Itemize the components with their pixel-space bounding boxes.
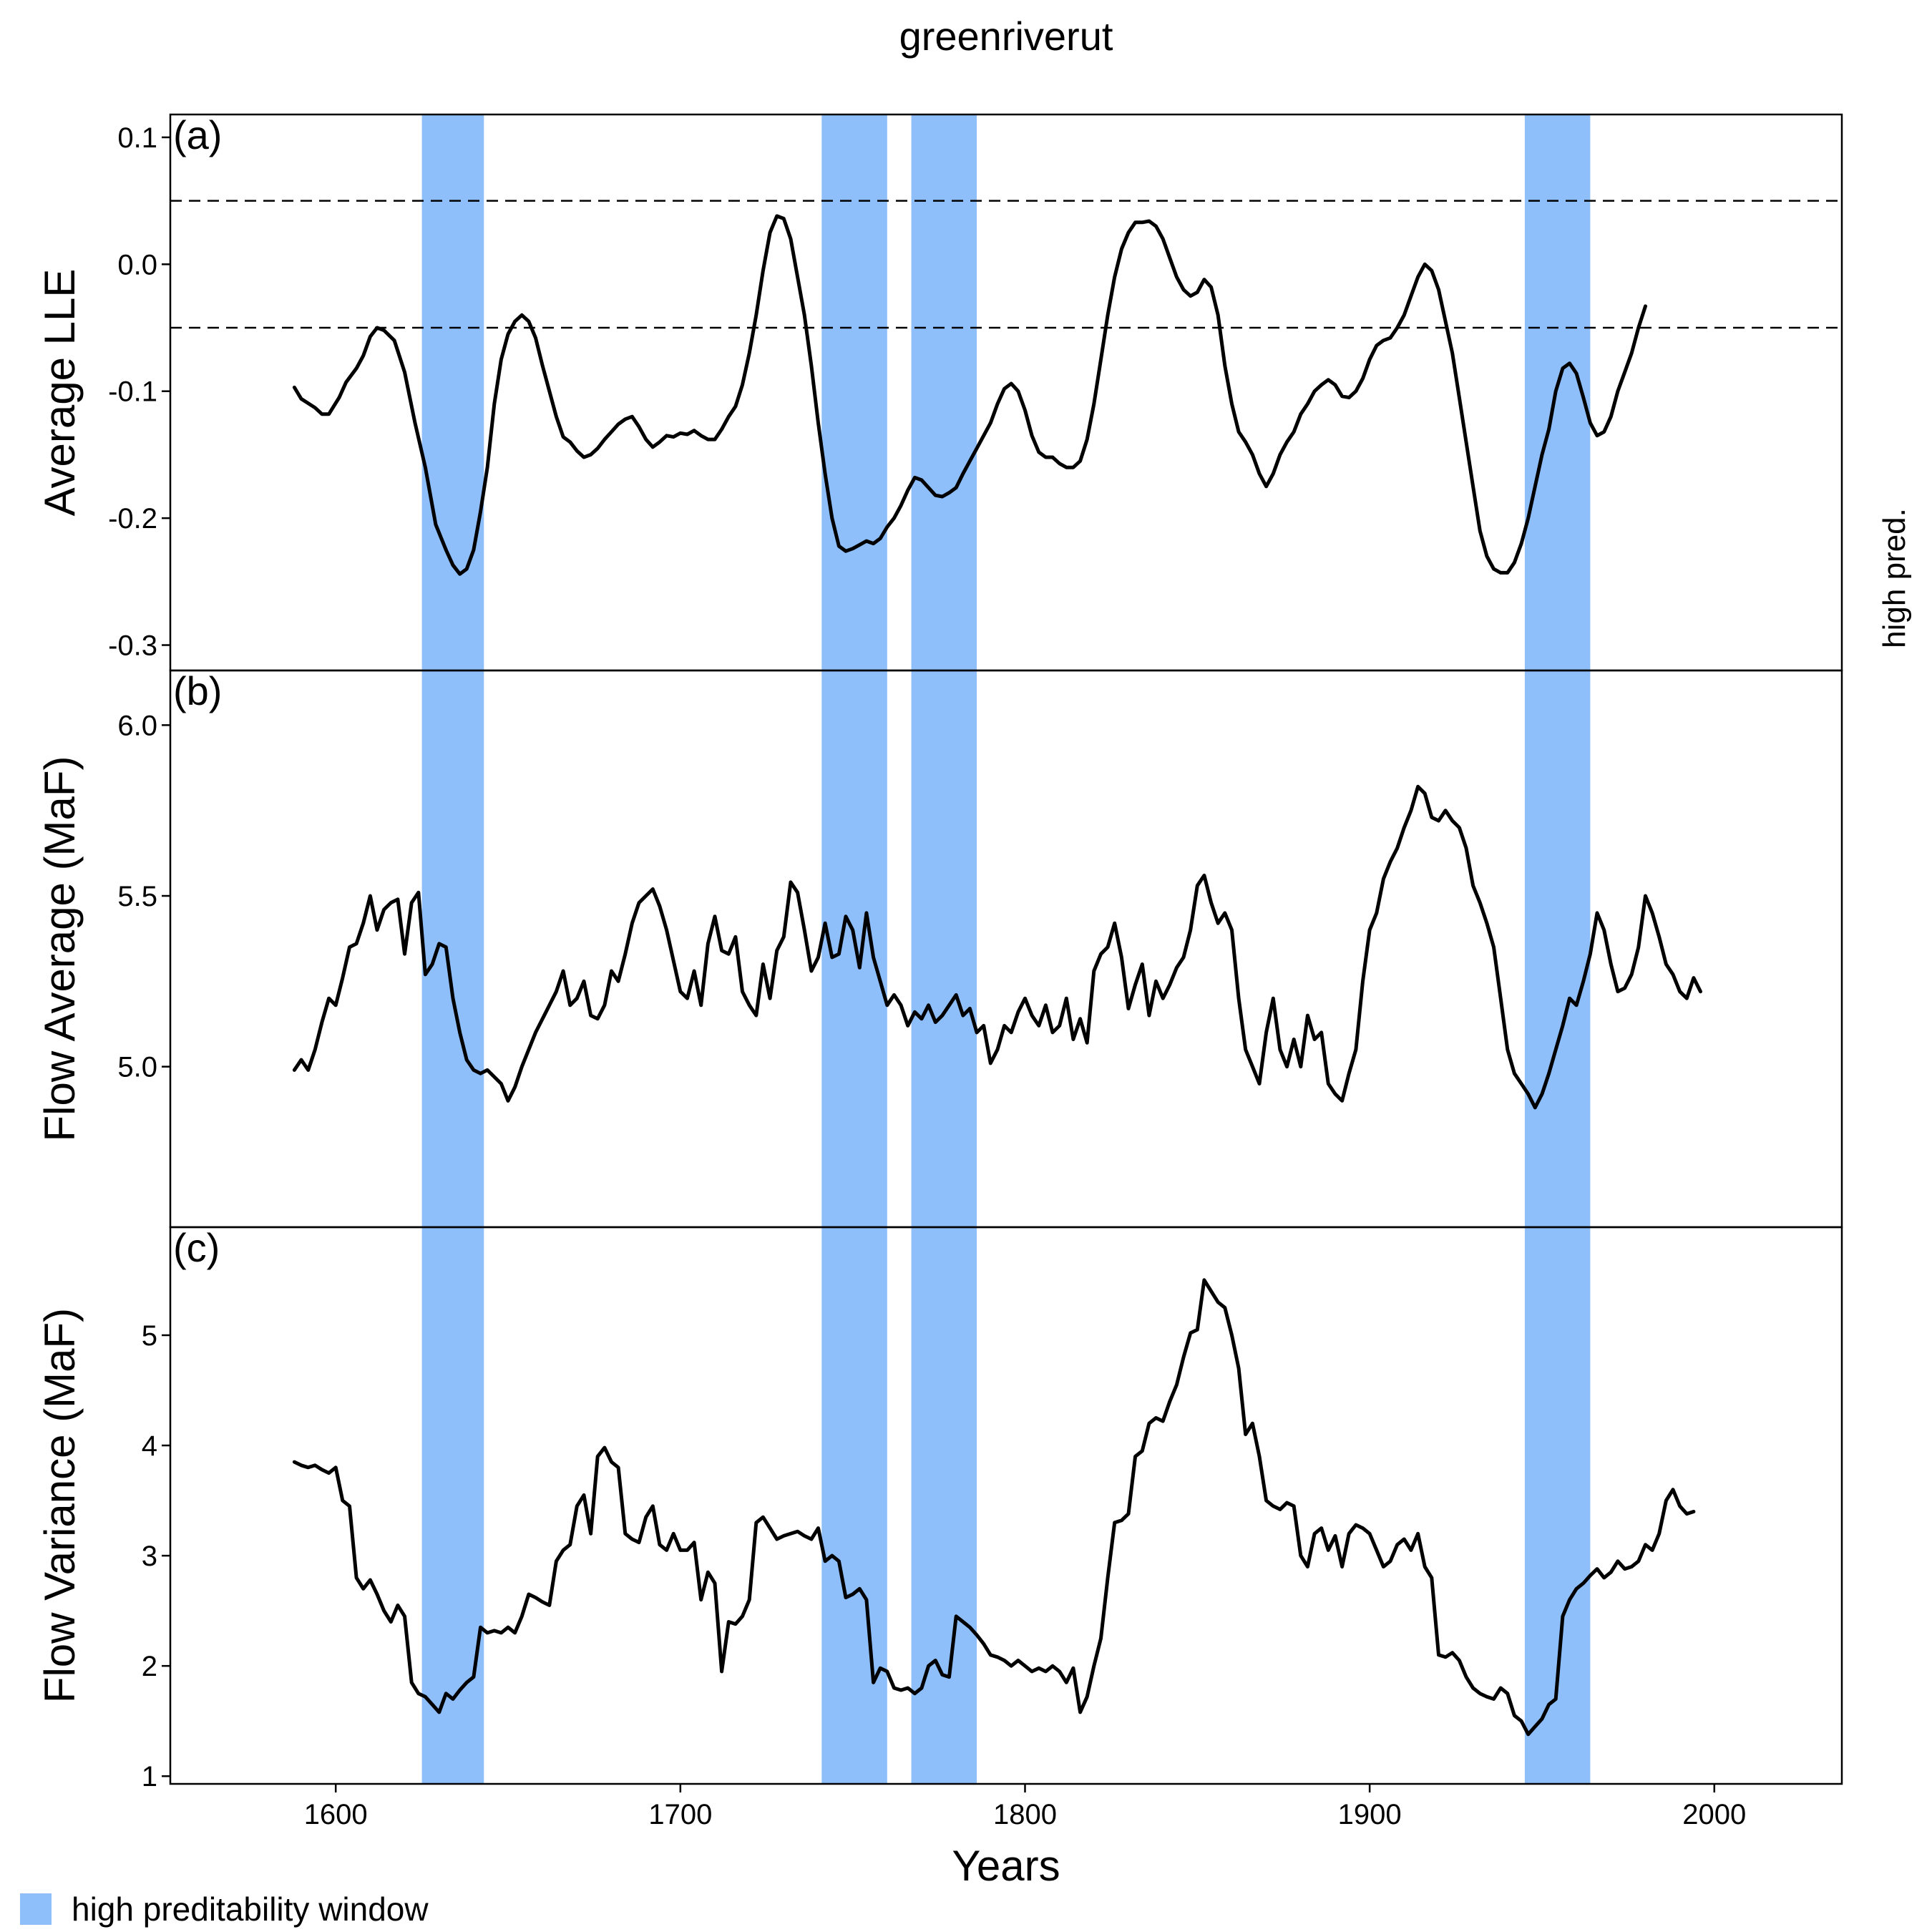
series-line-2: [292, 784, 1702, 1110]
y-tick-label: -0.2: [108, 503, 157, 535]
series-line-3: [292, 1278, 1696, 1737]
y-tick-label: 0.0: [117, 249, 157, 280]
y-tick-label: 3: [142, 1541, 157, 1572]
panel-tag: (a): [173, 112, 222, 157]
y-tick-label: 6.0: [117, 710, 157, 741]
panel-tag: (b): [173, 668, 222, 713]
side-label: high pred.: [1877, 508, 1912, 648]
panels: 0.1 0.0 -0.1 -0.2 -0.3 (a) Average LLE 5.0 5.5 6.…: [36, 112, 1843, 1792]
x-tick-label: 1700: [648, 1799, 712, 1830]
legend: high preditability window: [20, 1890, 429, 1928]
y-axis-label: Average LLE: [36, 269, 84, 517]
y-axis-label: Flow Average (MaF): [36, 756, 84, 1141]
x-tick-label: 1900: [1338, 1799, 1402, 1830]
y-tick-label: -0.3: [108, 630, 157, 662]
y-tick-label: 1: [142, 1761, 157, 1792]
series-line-1: [292, 214, 1647, 576]
window-band-1: [421, 114, 484, 1784]
panel-3: 1 2 3 4 5 (c) Flow Variance (MaF): [36, 1225, 1843, 1792]
legend-swatch: [20, 1893, 52, 1925]
window-band-3: [911, 114, 977, 1784]
y-tick-label: 0.1: [117, 122, 157, 154]
x-tick-label: 1600: [304, 1799, 368, 1830]
chart-title: greenriverut: [899, 14, 1113, 59]
legend-label: high preditability window: [72, 1890, 429, 1928]
y-tick-label: -0.1: [108, 376, 157, 408]
panel-tag: (c): [173, 1225, 220, 1270]
y-tick-label: 4: [142, 1430, 157, 1462]
panel-frame: [169, 113, 1843, 672]
panel-frame: [169, 1226, 1843, 1785]
high-predictability-windows: [421, 114, 1591, 1784]
window-band-4: [1524, 114, 1591, 1784]
x-axis: 1600 1700 1800 1900 2000: [304, 1784, 1746, 1830]
x-axis-label: Years: [952, 1842, 1060, 1890]
x-tick-label: 1800: [993, 1799, 1057, 1830]
y-axis-label: Flow Variance (MaF): [36, 1308, 84, 1703]
y-tick-label: 5: [142, 1320, 157, 1352]
y-tick-label: 5.5: [117, 881, 157, 912]
x-tick-label: 2000: [1682, 1799, 1746, 1830]
y-tick-label: 2: [142, 1651, 157, 1682]
y-tick-label: 5.0: [117, 1052, 157, 1083]
